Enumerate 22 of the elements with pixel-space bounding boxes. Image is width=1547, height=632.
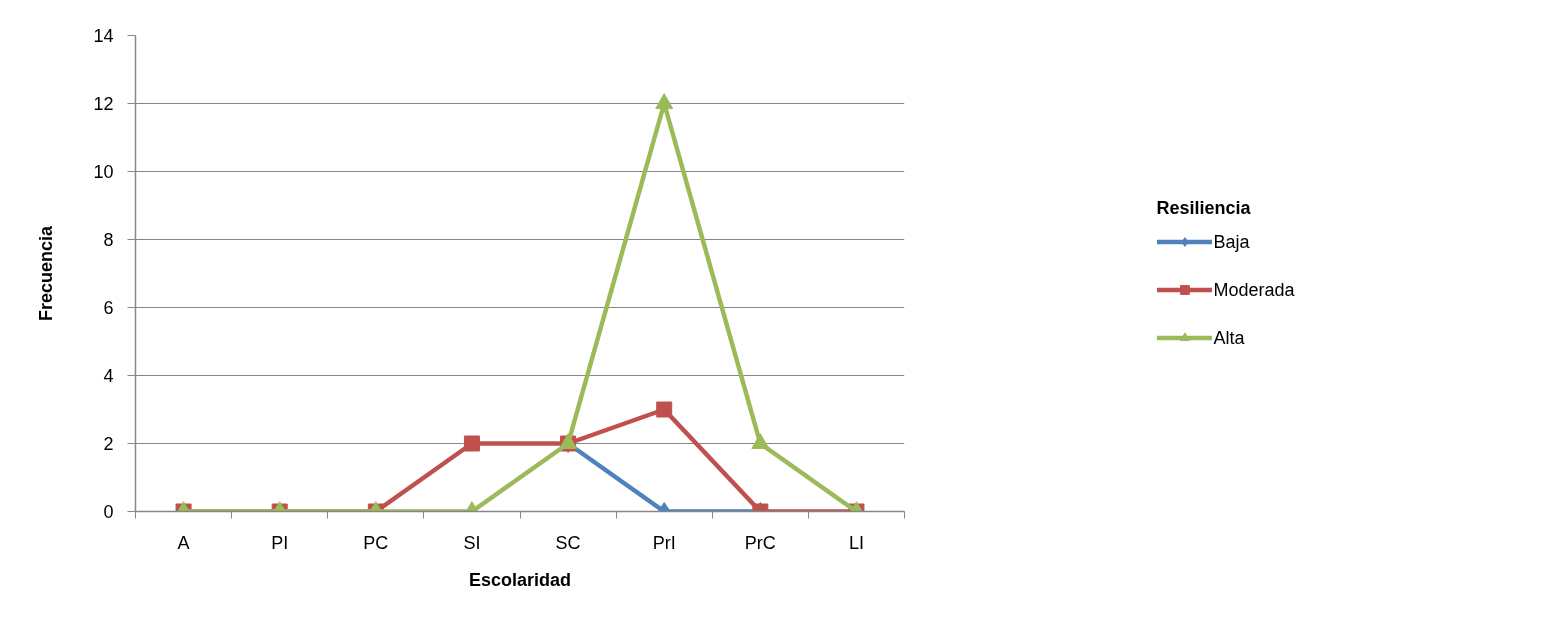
x-tick-label: SI [463,532,481,553]
x-tick-label: PI [271,532,289,553]
x-tick-label: LI [848,532,864,553]
y-tick-label: 6 [103,298,114,318]
x-tick-label: A [177,532,190,553]
y-tick-label: 14 [93,26,114,46]
y-tick-label: 8 [103,230,114,250]
x-tick-label: PrC [744,532,776,553]
y-tick-label: 4 [103,366,114,386]
legend-title: Resiliencia [1156,197,1252,219]
legend-label: Alta [1213,327,1245,348]
x-axis-title: Escolaridad [468,569,572,590]
y-tick-label: 2 [103,434,114,454]
y-tick-label: 10 [93,162,114,182]
legend-label: Baja [1213,231,1250,252]
legend-label: Moderada [1213,279,1295,300]
y-axis-title: Frecuencia [36,224,57,322]
y-tick-label: 12 [93,94,114,114]
x-tick-label: PC [363,532,389,553]
y-tick-label: 0 [103,502,114,522]
x-tick-label: PrI [652,532,676,553]
x-tick-label: SC [555,532,581,553]
